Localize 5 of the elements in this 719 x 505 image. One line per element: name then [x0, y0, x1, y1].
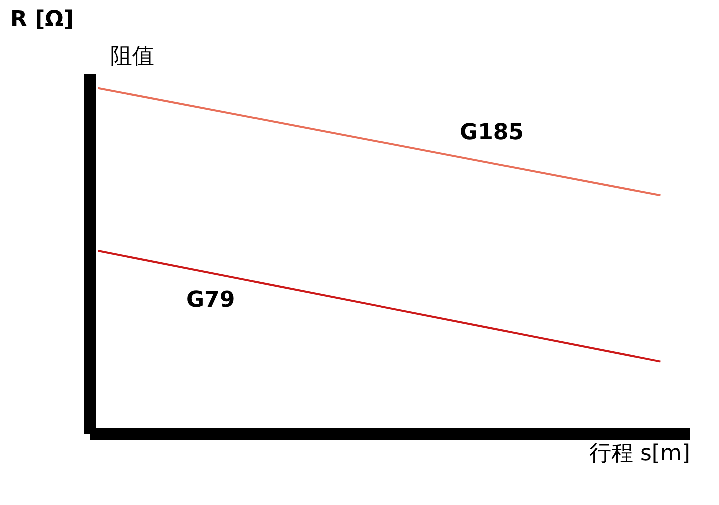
text: 阻值	[110, 44, 154, 70]
x-axis-title: 行程 s[m]	[589, 442, 691, 466]
y-axis-title: R [Ω]	[10, 8, 74, 32]
series-label: G79	[186, 288, 236, 314]
series-label: G185	[460, 120, 524, 146]
